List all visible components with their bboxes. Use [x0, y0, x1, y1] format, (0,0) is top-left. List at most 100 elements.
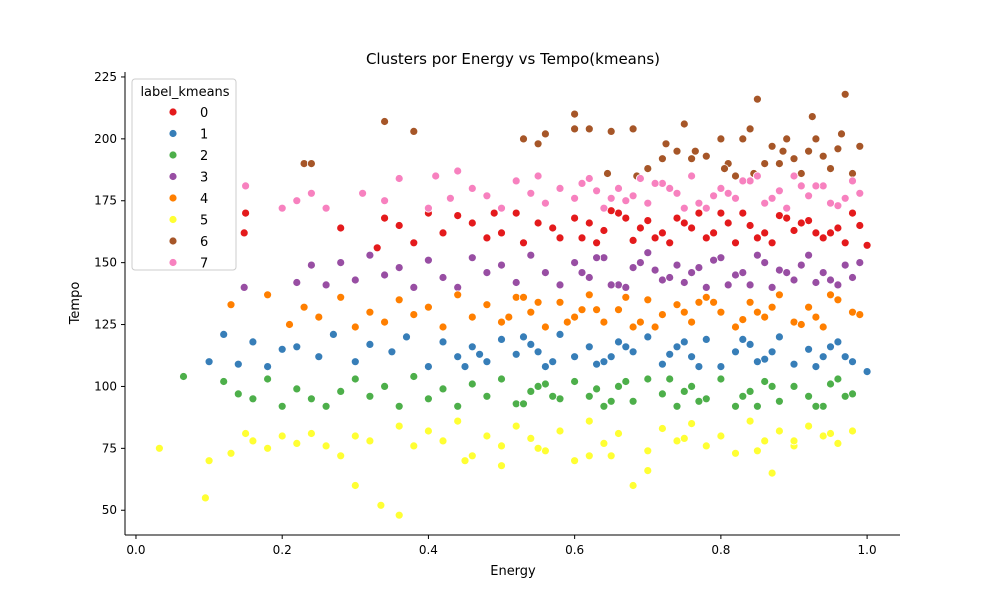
scatter-point-cluster-4 [687, 317, 696, 327]
scatter-point-cluster-2 [606, 396, 616, 406]
scatter-point-cluster-0 [826, 228, 835, 238]
scatter-point-cluster-7 [745, 176, 755, 186]
scatter-point-cluster-6 [541, 129, 550, 139]
scatter-point-cluster-5 [541, 446, 550, 456]
scatter-point-cluster-4 [796, 320, 806, 329]
scatter-point-cluster-5 [336, 451, 346, 461]
scatter-point-cluster-3 [738, 268, 748, 278]
legend-label-0: 0 [200, 106, 208, 121]
scatter-point-cluster-6 [807, 112, 817, 121]
scatter-point-cluster-1 [292, 342, 302, 352]
scatter-point-cluster-5 [526, 433, 536, 443]
scatter-point-cluster-3 [760, 258, 770, 268]
scatter-point-cluster-2 [482, 391, 492, 401]
scatter-point-cluster-3 [292, 278, 302, 287]
points-layer [154, 89, 872, 520]
scatter-point-cluster-3 [365, 250, 375, 260]
scatter-point-cluster-0 [643, 216, 653, 226]
scatter-point-cluster-5 [599, 438, 609, 448]
scatter-point-cluster-1 [745, 339, 755, 349]
scatter-point-cluster-0 [855, 221, 865, 230]
scatter-point-cluster-4 [555, 297, 565, 307]
scatter-point-cluster-2 [826, 379, 835, 389]
scatter-point-cluster-6 [778, 146, 788, 156]
scatter-point-cluster-2 [321, 401, 331, 411]
scatter-point-cluster-4 [285, 320, 294, 329]
scatter-point-cluster-5 [511, 421, 521, 431]
scatter-point-cluster-0 [701, 233, 711, 243]
scatter-point-cluster-4 [526, 307, 536, 317]
scatter-point-cluster-0 [497, 228, 506, 238]
scatter-point-cluster-5 [570, 456, 579, 466]
scatter-point-cluster-5 [826, 429, 835, 438]
scatter-point-cluster-4 [621, 292, 631, 302]
scatter-point-cluster-4 [614, 305, 623, 315]
scatter-point-cluster-5 [584, 416, 594, 426]
scatter-point-cluster-7 [628, 191, 638, 201]
scatter-point-cluster-6 [701, 151, 711, 161]
scatter-point-cluster-3 [687, 268, 696, 278]
legend-marker-1 [168, 129, 178, 138]
scatter-point-cluster-4 [350, 322, 360, 332]
scatter-point-cluster-3 [570, 258, 579, 268]
scatter-point-cluster-4 [263, 290, 273, 300]
scatter-point-cluster-2 [409, 372, 419, 381]
scatter-point-cluster-2 [767, 381, 777, 391]
scatter-point-cluster-1 [811, 362, 821, 372]
scatter-point-cluster-7 [650, 178, 660, 188]
scatter-point-cluster-2 [687, 381, 696, 391]
scatter-point-cluster-1 [460, 362, 470, 372]
scatter-point-cluster-0 [731, 238, 740, 248]
scatter-point-cluster-4 [826, 290, 835, 300]
scatter-point-cluster-4 [775, 290, 784, 300]
scatter-point-cluster-4 [519, 292, 528, 302]
scatter-point-cluster-2 [380, 381, 390, 391]
scatter-point-cluster-3 [840, 260, 850, 270]
scatter-point-cluster-7 [636, 174, 645, 183]
chart-title: Clusters por Energy vs Tempo(kmeans) [366, 50, 660, 68]
scatter-point-cluster-2 [179, 372, 188, 381]
scatter-point-cluster-5 [365, 436, 375, 446]
scatter-point-cluster-2 [658, 389, 667, 399]
scatter-point-cluster-5 [643, 446, 653, 456]
y-tick-label: 100 [94, 379, 117, 393]
scatter-point-cluster-5 [584, 451, 594, 461]
scatter-point-cluster-6 [818, 151, 828, 161]
scatter-point-cluster-0 [519, 238, 528, 248]
scatter-point-cluster-4 [650, 322, 660, 332]
scatter-point-cluster-7 [423, 203, 433, 213]
scatter-point-cluster-4 [694, 297, 704, 307]
scatter-point-cluster-1 [526, 339, 536, 349]
scatter-point-cluster-2 [584, 391, 594, 401]
scatter-point-cluster-3 [716, 253, 726, 263]
scatter-point-cluster-1 [701, 334, 711, 344]
scatter-point-cluster-5 [263, 443, 273, 453]
x-tick-label: 0.8 [711, 543, 730, 557]
scatter-point-cluster-4 [299, 302, 309, 312]
x-tick-label: 0.0 [126, 543, 145, 557]
scatter-point-cluster-6 [409, 126, 419, 136]
scatter-point-cluster-2 [292, 384, 302, 394]
scatter-point-cluster-2 [694, 396, 704, 406]
scatter-point-cluster-5 [701, 441, 711, 451]
scatter-point-cluster-2 [555, 394, 565, 404]
scatter-point-cluster-6 [584, 124, 594, 134]
scatter-point-cluster-6 [570, 124, 579, 134]
scatter-point-cluster-2 [665, 374, 675, 384]
scatter-point-cluster-1 [804, 344, 813, 354]
y-axis-label: Tempo [68, 282, 83, 326]
scatter-point-cluster-7 [380, 196, 390, 206]
scatter-point-cluster-4 [423, 302, 433, 312]
scatter-point-cluster-1 [628, 347, 638, 357]
scatter-point-cluster-6 [628, 124, 638, 134]
scatter-point-cluster-6 [782, 134, 792, 144]
scatter-point-cluster-0 [409, 238, 419, 248]
scatter-point-cluster-6 [745, 124, 755, 134]
scatter-point-cluster-0 [811, 228, 821, 238]
scatter-point-cluster-5 [292, 438, 302, 448]
scatter-point-cluster-5 [833, 438, 843, 448]
scatter-point-cluster-0 [511, 208, 521, 218]
scatter-point-cluster-0 [753, 233, 762, 243]
scatter-point-cluster-7 [687, 171, 696, 181]
